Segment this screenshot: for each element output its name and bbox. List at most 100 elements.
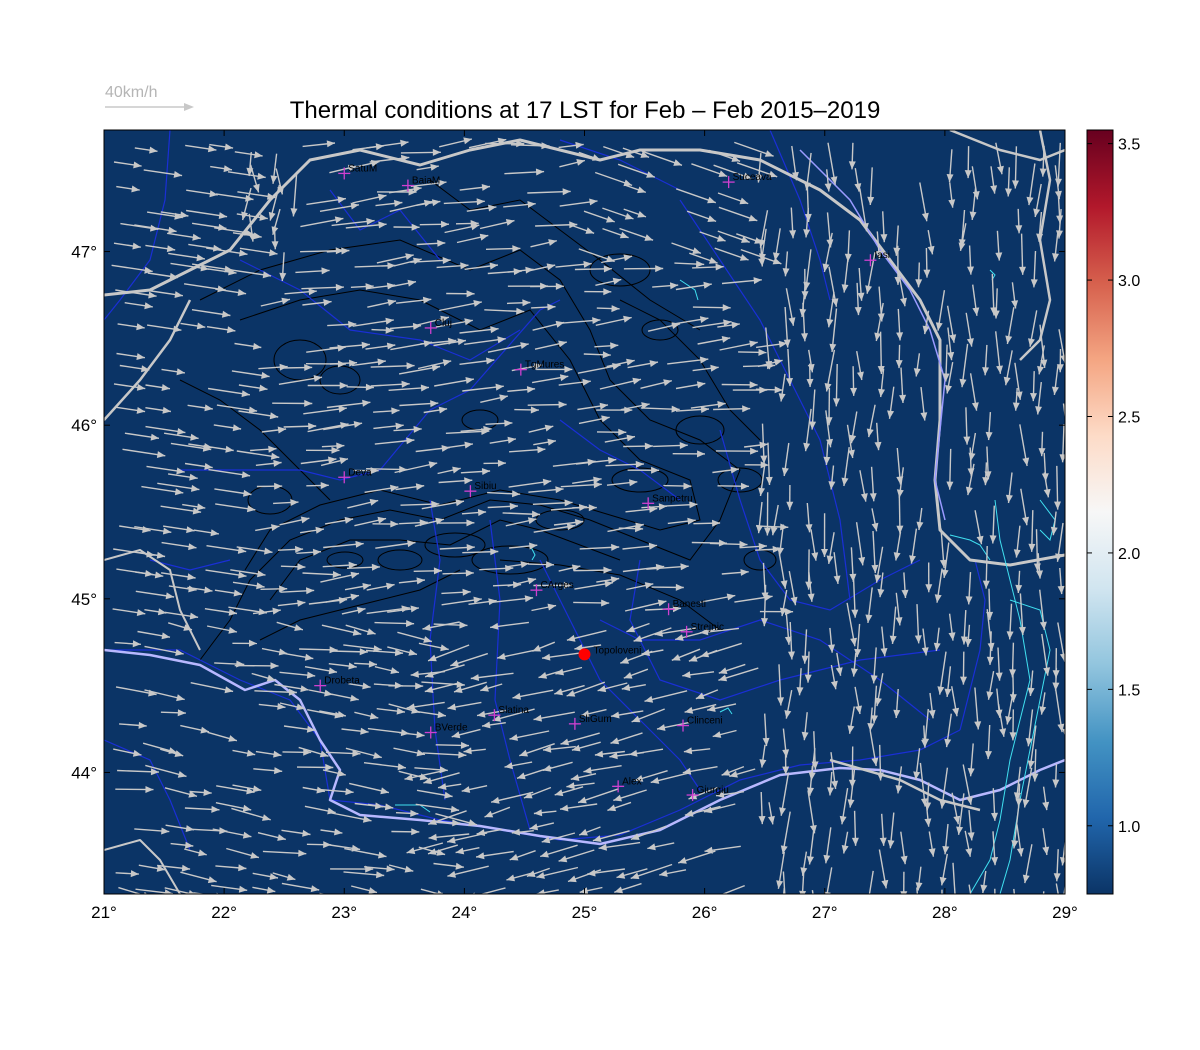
wind-vector-head [1030,393,1037,402]
wind-vector-head [267,192,276,200]
wind-vector-head [774,358,783,366]
wind-vector [1009,668,1017,703]
wind-vector-head [466,290,475,298]
wind-vector-head [466,544,475,551]
wind-vector-head [1059,454,1065,463]
wind-vector [700,642,743,658]
contour-blob [611,467,669,493]
river-line [629,559,941,701]
wind-vector-head [1015,584,1023,593]
wind-vector-head [829,343,837,352]
wind-vector [1042,828,1050,856]
wind-vector [327,320,357,328]
wind-vector [441,588,471,596]
wind-vector [607,801,632,812]
wind-vector [462,548,499,556]
wind-vector-head [598,843,607,851]
wind-vector-head [858,557,866,566]
wind-vector [1052,764,1060,788]
wind-vector-head [824,183,832,192]
wind-vector-head [811,552,819,561]
wind-vector-head [880,234,888,243]
wind-vector-head [1060,355,1065,364]
wind-vector [433,338,467,347]
wind-vector-head [320,482,329,489]
wind-vector-head [680,563,689,571]
wind-vector-head [866,895,873,904]
wind-vector [189,789,212,796]
wind-vector [878,368,885,398]
wind-vector-head [644,442,653,450]
wind-vector-head [1012,402,1020,411]
wind-vector [559,159,586,168]
wind-vector-head [899,394,907,403]
wind-vector-head [576,159,585,166]
wind-vector [764,492,771,536]
wind-vector-head [1031,773,1039,782]
wind-vector-head [613,794,622,802]
wind-vector-head [277,703,286,710]
wind-vector [161,368,186,376]
wind-vector-head [801,291,809,300]
wind-vector-head [790,596,798,606]
wind-vector [786,348,793,387]
wind-vector [301,283,344,291]
wind-vector-head [704,846,713,854]
wind-vector-head [369,712,379,720]
wind-vector [277,545,304,553]
wind-vector-head [915,279,923,288]
wind-vector-head [707,215,717,222]
wind-vector [116,352,146,360]
wind-vector-head [967,768,975,777]
wind-vector-head [130,870,139,878]
wind-vector-head [630,872,640,880]
wind-vector-head [922,325,930,335]
wind-vector [896,492,904,534]
wind-vector-head [611,711,620,719]
wind-vector-head [411,223,420,231]
wind-vector-head [784,636,792,645]
wind-vector [712,466,739,474]
wind-vector-head [566,782,575,790]
wind-vector-head [547,303,556,311]
wind-vector [851,810,859,846]
wind-vector-head [1019,266,1026,275]
wind-vector [1030,371,1037,402]
city-marker: Iasi [864,250,890,267]
wind-vector [671,648,701,661]
wind-vector-head [758,348,767,356]
wind-vector [226,847,260,859]
wind-vector-head [464,441,473,449]
wind-vector [393,257,422,267]
wind-vector-head [942,846,950,855]
wind-vector [692,319,732,329]
wind-vector-head [703,281,712,289]
wind-vector-head [597,685,607,693]
wind-vector-head [369,498,379,506]
wind-vector [393,223,420,231]
wind-vector-head [946,174,954,183]
wind-vector [238,384,268,392]
wind-vector [841,831,849,854]
wind-vector-head [437,711,446,719]
wind-vector-head [491,796,500,804]
wind-vector-head [536,889,545,894]
lakes-layer [395,269,1056,894]
wind-vector [1054,465,1061,510]
wind-vector-head [404,774,413,781]
wind-vector-head [228,735,237,742]
wind-vector-head [266,674,276,682]
wind-vector-head [242,804,252,812]
wind-vector [323,421,363,431]
wind-vector-head [189,473,198,481]
wind-vector [558,141,584,149]
river-line [959,559,986,731]
wind-vector-head [956,826,964,835]
wind-vector-head [166,245,176,253]
wind-vector-head [671,405,680,413]
city-marker: Giurgiu [686,785,729,802]
wind-vector [807,831,815,865]
wind-vector-head [574,519,584,526]
wind-vector [258,703,286,710]
wind-vector-head [366,218,375,225]
